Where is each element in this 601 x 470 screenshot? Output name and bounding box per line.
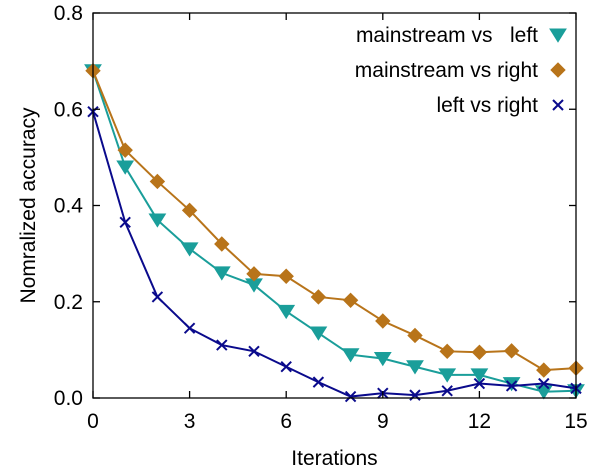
data-point: [183, 322, 196, 334]
x-tick-label: 9: [377, 410, 389, 433]
data-point: [278, 268, 294, 284]
data-point: [180, 242, 199, 257]
data-point: [549, 28, 567, 43]
x-axis-title: Iterations: [291, 447, 377, 470]
data-point: [503, 343, 520, 359]
data-point: [216, 339, 228, 351]
data-point: [148, 213, 167, 228]
data-point: [505, 380, 518, 392]
plot-area: [84, 63, 585, 403]
data-point: [181, 202, 198, 219]
series-line: [92, 70, 577, 372]
legend-label: mainstream vs left: [356, 24, 538, 47]
data-point: [248, 345, 260, 358]
series-line: [92, 70, 577, 393]
marker-stroke: [312, 376, 325, 388]
data-point: [341, 348, 360, 363]
legend-label: left vs right: [436, 94, 538, 117]
series-line: [92, 111, 577, 398]
marker-stroke: [473, 377, 486, 390]
data-point: [375, 313, 391, 329]
data-point: [473, 377, 486, 390]
axes: 0 3 6 9 12 15 0.0 0.2 0.4 0.6 0.8: [54, 2, 588, 433]
marker-stroke: [552, 99, 564, 111]
data-point: [441, 385, 453, 397]
data-point: [552, 99, 564, 111]
data-point: [470, 368, 489, 383]
data-point: [373, 352, 392, 367]
data-point: [116, 160, 135, 175]
x-tick-label: 3: [184, 410, 196, 433]
data-point: [312, 376, 325, 388]
data-point: [407, 327, 423, 344]
marker-stroke: [119, 216, 131, 229]
x-tick-label: 12: [468, 410, 491, 433]
data-point: [342, 292, 359, 309]
data-point: [149, 173, 166, 190]
marker-stroke: [505, 380, 518, 392]
data-point: [536, 362, 552, 378]
data-point: [550, 62, 566, 78]
marker-stroke: [441, 385, 453, 397]
data-point: [117, 142, 133, 158]
marker-stroke: [183, 322, 196, 334]
data-point: [309, 326, 328, 341]
marker-stroke: [344, 390, 357, 403]
data-point: [214, 236, 230, 252]
data-point: [246, 266, 262, 282]
marker-stroke: [280, 361, 292, 373]
y-tick-label: 0.2: [54, 291, 83, 314]
data-point: [212, 266, 231, 281]
data-point: [538, 377, 550, 390]
data-point: [151, 291, 164, 303]
data-point: [438, 368, 457, 383]
marker-stroke: [151, 291, 164, 303]
data-point: [344, 390, 357, 403]
x-tick-label: 6: [280, 410, 292, 433]
marker-stroke: [538, 377, 550, 390]
y-tick-label: 0.8: [54, 2, 83, 25]
y-tick-label: 0.0: [54, 387, 83, 410]
data-point: [439, 343, 455, 360]
marker-stroke: [216, 339, 228, 351]
y-axis-title: Nomralized accuracy: [17, 107, 40, 304]
data-point: [119, 216, 131, 229]
data-point: [280, 361, 292, 373]
data-point: [406, 360, 424, 375]
x-tick-label: 0: [87, 410, 99, 433]
legend: mainstream vs left mainstream vs right lef…: [355, 24, 567, 117]
marker-stroke: [248, 345, 260, 358]
data-point: [310, 289, 327, 305]
x-tick-label: 15: [564, 410, 587, 433]
legend-label: mainstream vs right: [355, 59, 538, 82]
data-point: [471, 344, 488, 360]
y-tick-label: 0.4: [54, 195, 84, 218]
y-tick-label: 0.6: [54, 98, 83, 121]
data-point: [277, 304, 296, 320]
